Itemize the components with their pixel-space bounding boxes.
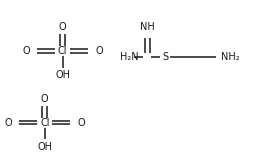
Text: O: O	[59, 22, 67, 32]
Text: H₂N: H₂N	[120, 52, 138, 62]
Text: O: O	[23, 46, 30, 56]
Text: O: O	[5, 118, 12, 128]
Text: O: O	[95, 46, 103, 56]
Text: OH: OH	[55, 70, 70, 80]
Text: OH: OH	[37, 142, 52, 152]
Text: Cl: Cl	[58, 46, 68, 56]
Text: NH: NH	[140, 22, 155, 32]
Text: O: O	[77, 118, 85, 128]
Text: Cl: Cl	[40, 118, 50, 128]
Text: O: O	[41, 94, 49, 104]
Text: NH₂: NH₂	[221, 52, 240, 62]
Text: S: S	[162, 52, 168, 62]
